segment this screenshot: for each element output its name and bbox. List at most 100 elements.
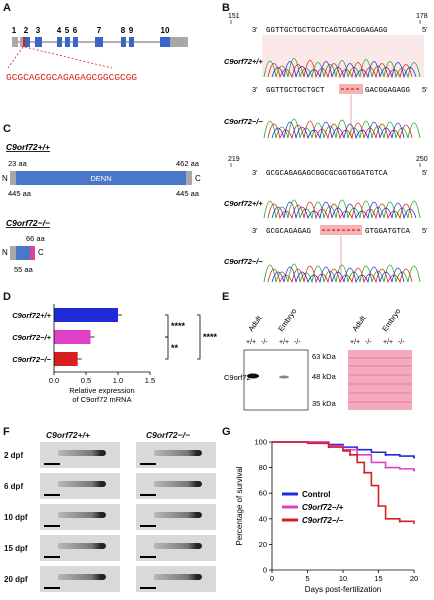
exon-label-5: 5: [65, 26, 70, 35]
legend-label-1: C9orf72−/+: [302, 503, 344, 512]
bar-2: [54, 352, 78, 366]
panel-label-a: A: [3, 2, 11, 14]
seq1m-5prime: 5': [422, 85, 428, 94]
e-lane-embryo-2: Embryo: [380, 307, 402, 333]
embryo-wt-4: [40, 566, 120, 592]
western-blot-panel: Adult Embryo +/+ -/- +/+ -/- C9orf72 63 …: [224, 307, 412, 411]
g-x-tick-label-3: 15: [374, 574, 382, 583]
exon-label-7: 7: [97, 26, 102, 35]
seq1-mut-right: GACGGAGAGG: [365, 87, 411, 95]
f-day-label-2: 10 dpf: [4, 513, 28, 522]
band-embryo-wt: [279, 375, 289, 379]
band-adult-wt: [247, 373, 259, 379]
category-label-1: C9orf72−/+: [12, 333, 51, 342]
panel-label-f: F: [3, 426, 10, 438]
sig-label-2: ****: [203, 332, 218, 342]
e-row-label: C9orf72: [224, 373, 251, 382]
survival-line-2: [272, 441, 415, 524]
panel-label-e: E: [222, 291, 230, 303]
denn-domain-wt: [16, 171, 186, 185]
e-gt-6: -/-: [365, 339, 372, 346]
sig-bracket-2: [197, 314, 201, 360]
e-gt-8: -/-: [398, 339, 405, 346]
g-y-tick-label-3: 60: [259, 489, 267, 498]
embryo-mut-2: [136, 504, 216, 530]
c-wt-title: C9orf72+/+: [6, 142, 50, 152]
panel-label-b: B: [222, 2, 230, 14]
pos-250: 250: [416, 156, 428, 163]
sig-label-1: **: [171, 343, 179, 353]
gene-structure-diagram: 1 2 3 4 5 6 7 8 9 10 GCGCAGCGCAGAGAGCGGC…: [6, 26, 188, 83]
embryo-wt-3: [40, 535, 120, 561]
embryo-image-panel: C9orf72+/+ C9orf72−/− 2 dpf 6 dpf 10 dpf 15…: [0, 426, 222, 600]
trace2-wt-label: C9orf72+/+: [224, 199, 263, 208]
exon-1-box: [12, 37, 18, 47]
censor-mark-1-8: [413, 469, 415, 472]
seq2-mut-right: GTGGATGTCA: [365, 228, 411, 236]
e-lane-adult-2: Adult: [350, 313, 368, 333]
e-lane-embryo: Embryo: [276, 307, 298, 333]
f-day-label-4: 20 dpf: [4, 575, 28, 584]
protein-domain-diagram: C9orf72+/+ 23 aa 462 aa N DENN C 445 aa …: [2, 142, 201, 274]
embryo-mut-4: [136, 566, 216, 592]
survival-curve-chart: 0 5 10 15 20 0 20 40 60 80 100 Days post-fertilizat…: [235, 438, 418, 595]
censor-mark-1-6: [384, 466, 387, 469]
seq2-3prime: 3': [252, 168, 258, 177]
g-y-axis-label: Percentage of survival: [235, 466, 244, 545]
seq2-wt: GCGCAGAGAGCGGCGCGGTGGATGTCA: [266, 170, 388, 178]
exon-3-box: [35, 37, 42, 47]
g-x-tick-label-2: 10: [339, 574, 347, 583]
seq1-mut-left: GGTTGCTGCTGCT: [266, 87, 325, 95]
x-tick-label-0: 0.0: [49, 376, 59, 385]
c-mut-66aa: 66 aa: [26, 234, 46, 243]
censor-mark-2-6: [363, 471, 366, 474]
exon-4-box: [57, 37, 62, 47]
exon-label-4: 4: [57, 26, 62, 35]
legend-label-0: Control: [302, 490, 330, 499]
seq1-wt: GGTTGCTGCTGCTCAGTGACGGAGAGG: [266, 27, 388, 35]
trace1-wt-label: C9orf72+/+: [224, 57, 263, 66]
exon-label-10: 10: [161, 26, 170, 35]
exon-6-box: [73, 37, 78, 47]
panel-label-g: G: [222, 426, 231, 438]
x-tick-label-1: 0.5: [81, 376, 91, 385]
e-gt-5: +/+: [350, 339, 360, 346]
target-sequence: GCGCAGCGCAGAGAGCGGCGCGG: [6, 72, 137, 83]
g-y-tick-label-1: 20: [259, 540, 267, 549]
pos-151: 151: [228, 13, 240, 20]
c-denn-label: DENN: [90, 174, 111, 183]
trace2-mut-label: C9orf72−/−: [224, 257, 263, 266]
seq1m-3prime: 3': [252, 85, 258, 94]
c-wt-445-left: 445 aa: [8, 189, 32, 198]
seq1-5prime: 5': [422, 25, 428, 34]
e-marker-35: 35 kDa: [312, 399, 337, 408]
e-marker-48: 48 kDa: [312, 372, 337, 381]
seq2m-5prime: 5': [422, 226, 428, 235]
c-mut-n: N: [2, 248, 8, 257]
seq2m-3prime: 3': [252, 226, 258, 235]
panel-label-d: D: [3, 291, 11, 303]
g-y-tick-label-0: 0: [263, 566, 267, 575]
e-gt-3: +/+: [279, 339, 289, 346]
x-tick-label-3: 1.5: [145, 376, 155, 385]
censor-mark-2-10: [398, 520, 401, 523]
c-wt-445-right: 445 aa: [176, 189, 200, 198]
exon-2-utr: [20, 37, 23, 47]
legend-label-2: C9orf72−/−: [302, 516, 344, 525]
f-col-wt: C9orf72+/+: [46, 430, 90, 440]
panel-label-c: C: [3, 123, 11, 135]
blot-membrane: [243, 349, 309, 411]
embryo-wt-2: [40, 504, 120, 530]
c-mut-title: C9orf72−/−: [6, 218, 50, 228]
censor-mark-2-8: [377, 505, 380, 507]
seq2-5prime: 5': [422, 168, 428, 177]
embryo-mut-3: [136, 535, 216, 561]
g-x-axis-label: Days post-fertilization: [305, 585, 381, 594]
deletion-box-2: [320, 225, 362, 235]
c-wt-n: N: [2, 174, 8, 183]
bar-0: [54, 308, 118, 322]
exon-label-8: 8: [121, 26, 126, 35]
pos-219: 219: [228, 156, 240, 163]
x-tick-label-2: 1.0: [113, 376, 123, 385]
seq2-mut-left: GCGCAGAGAG: [266, 228, 312, 236]
